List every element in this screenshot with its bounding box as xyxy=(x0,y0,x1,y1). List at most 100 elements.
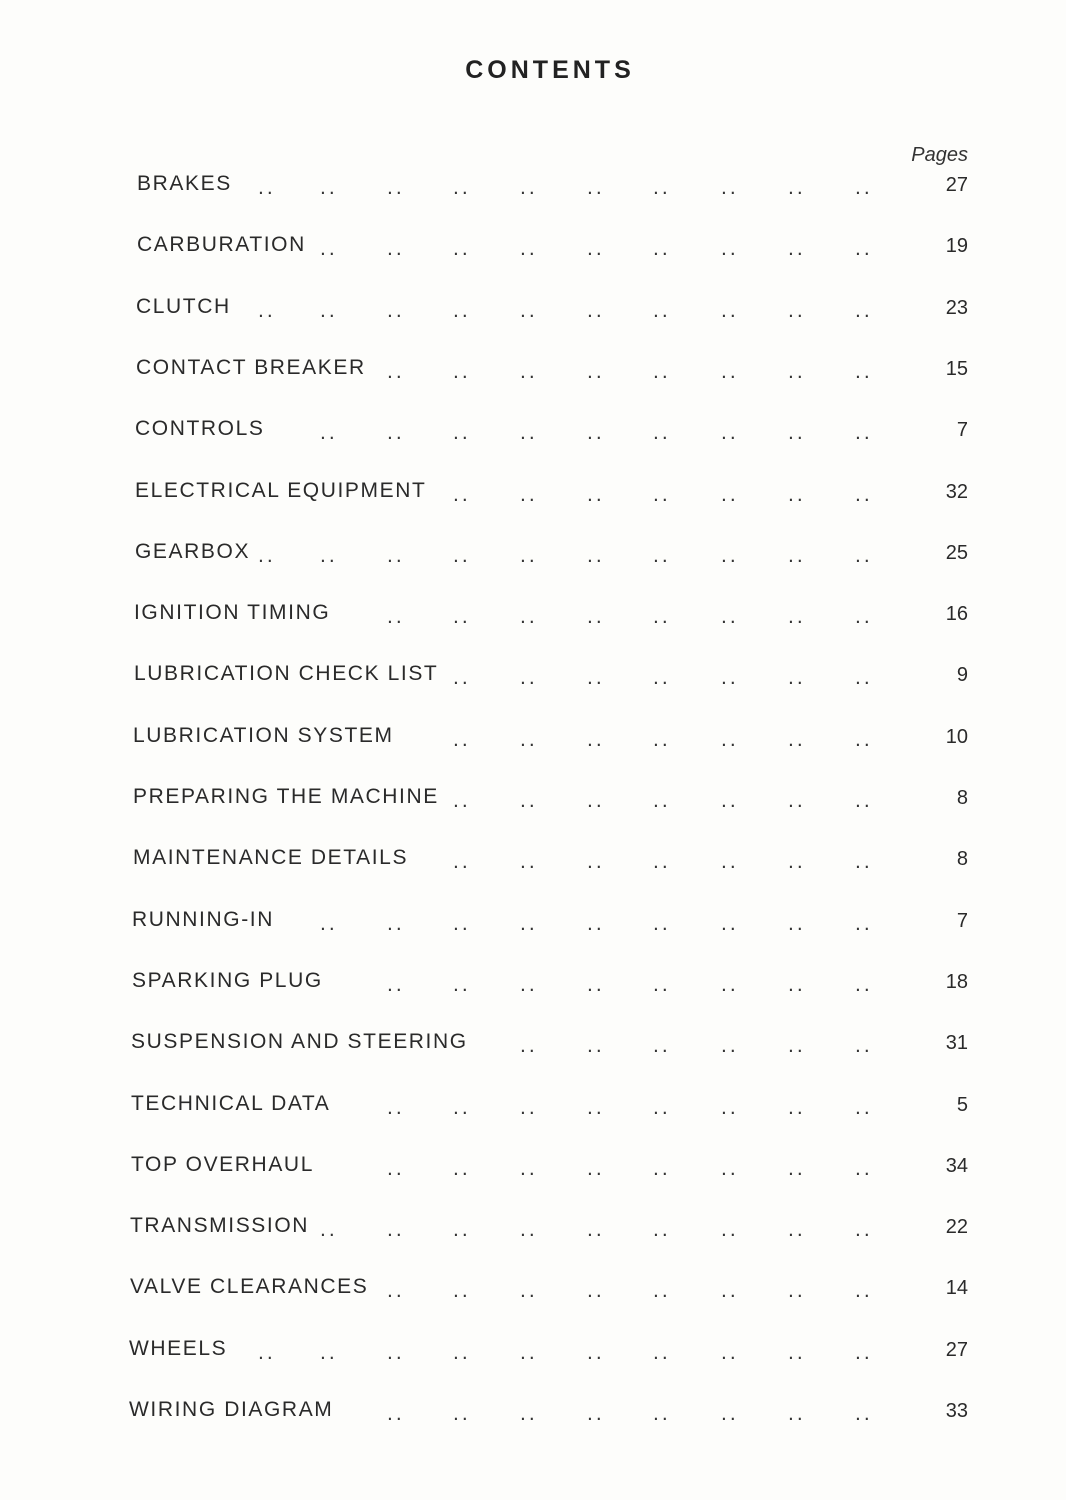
leader-dots: .. xyxy=(855,850,873,874)
entry-title: GEARBOX xyxy=(135,539,251,563)
leader-dots: .. xyxy=(721,176,739,199)
leader-dots: .. xyxy=(855,1279,873,1303)
leader-dots: .. xyxy=(587,911,605,935)
entry-title: SUSPENSION AND STEERING xyxy=(131,1030,468,1054)
leader-dots: .. xyxy=(721,543,739,567)
leader-dots: .. xyxy=(387,1279,405,1303)
entry-title: BRAKES xyxy=(137,172,232,195)
leader-dots: .. xyxy=(387,605,405,629)
leader-dots: .. xyxy=(453,605,471,629)
leader-dots: .. xyxy=(721,605,739,629)
entry-page-number: 27 xyxy=(945,1338,968,1361)
leader-dots: .. xyxy=(855,1340,873,1364)
entry-title: CARBURATION xyxy=(137,233,306,257)
leader-dots: .. xyxy=(453,1279,471,1303)
leader-dots: .. xyxy=(520,789,538,812)
leader-dots: .. xyxy=(653,1218,671,1242)
entry-title: TECHNICAL DATA xyxy=(131,1091,331,1115)
entry-page-number: 23 xyxy=(945,296,968,319)
leader-dots: .. xyxy=(453,727,471,751)
leader-dots: .. xyxy=(653,421,671,445)
leader-dots: .. xyxy=(855,298,873,322)
entry-page-number: 8 xyxy=(956,787,968,809)
leader-dots: .. xyxy=(855,1402,873,1425)
leader-dots: .. xyxy=(855,482,873,506)
leader-dots: .. xyxy=(788,482,806,506)
contents-entry: CLUTCH 23.................... xyxy=(0,295,1066,325)
contents-entry: WHEELS 27.................... xyxy=(0,1337,1066,1367)
leader-dots: .. xyxy=(320,1218,338,1242)
leader-dots: .. xyxy=(258,176,276,199)
leader-dots: .. xyxy=(855,1218,873,1242)
leader-dots: .. xyxy=(320,1340,338,1364)
contents-entry: TRANSMISSION 22.................. xyxy=(0,1214,1066,1244)
leader-dots: .. xyxy=(855,359,873,383)
leader-dots: .. xyxy=(587,1218,605,1242)
entry-page-number: 14 xyxy=(945,1277,968,1300)
leader-dots: .. xyxy=(788,421,806,445)
leader-dots: .. xyxy=(387,1095,405,1119)
leader-dots: .. xyxy=(387,911,405,935)
leader-dots: .. xyxy=(587,359,605,383)
leader-dots: .. xyxy=(520,850,538,874)
entry-page-number: 32 xyxy=(945,480,968,503)
leader-dots: .. xyxy=(721,1156,739,1180)
leader-dots: .. xyxy=(721,1034,739,1058)
contents-entry: PREPARING THE MACHINE 8.............. xyxy=(0,785,1066,815)
leader-dots: .. xyxy=(721,298,739,322)
leader-dots: .. xyxy=(653,176,671,199)
leader-dots: .. xyxy=(453,421,471,445)
leader-dots: .. xyxy=(587,727,605,751)
leader-dots: .. xyxy=(788,850,806,874)
leader-dots: .. xyxy=(653,972,671,996)
leader-dots: .. xyxy=(520,972,538,996)
contents-entry: CONTROLS 7.................. xyxy=(0,417,1066,447)
entry-page-number: 22 xyxy=(945,1216,968,1239)
leader-dots: .. xyxy=(653,911,671,935)
leader-dots: .. xyxy=(587,850,605,874)
leader-dots: .. xyxy=(520,176,538,199)
contents-entry: WIRING DIAGRAM 33................ xyxy=(0,1398,1066,1428)
leader-dots: .. xyxy=(587,1279,605,1303)
leader-dots: .. xyxy=(788,237,806,261)
leader-dots: .. xyxy=(653,1279,671,1303)
leader-dots: .. xyxy=(653,1402,671,1425)
entry-page-number: 34 xyxy=(945,1154,968,1177)
leader-dots: .. xyxy=(653,850,671,874)
leader-dots: .. xyxy=(855,727,873,751)
leader-dots: .. xyxy=(587,1156,605,1180)
leader-dots: .. xyxy=(653,605,671,629)
leader-dots: .. xyxy=(453,482,471,506)
leader-dots: .. xyxy=(258,1340,276,1364)
leader-dots: .. xyxy=(788,727,806,751)
contents-entry: IGNITION TIMING 16................ xyxy=(0,601,1066,631)
leader-dots: .. xyxy=(520,1340,538,1364)
leader-dots: .. xyxy=(653,1340,671,1364)
leader-dots: .. xyxy=(855,1156,873,1180)
entry-title: LUBRICATION SYSTEM xyxy=(133,723,394,747)
leader-dots: .. xyxy=(855,605,873,629)
entry-title: CONTROLS xyxy=(135,417,265,441)
contents-entry: VALVE CLEARANCES 14................ xyxy=(0,1275,1066,1305)
leader-dots: .. xyxy=(721,789,739,812)
leader-dots: .. xyxy=(587,1095,605,1119)
entry-title: IGNITION TIMING xyxy=(134,601,331,625)
leader-dots: .. xyxy=(855,1034,873,1058)
leader-dots: .. xyxy=(587,1034,605,1058)
leader-dots: .. xyxy=(520,298,538,322)
leader-dots: .. xyxy=(387,298,405,322)
leader-dots: .. xyxy=(653,543,671,567)
leader-dots: .. xyxy=(721,1095,739,1119)
leader-dots: .. xyxy=(387,176,405,199)
entry-page-number: 16 xyxy=(945,603,968,626)
leader-dots: .. xyxy=(520,1156,538,1180)
page-title: CONTENTS xyxy=(465,56,635,84)
leader-dots: .. xyxy=(855,666,873,690)
leader-dots: .. xyxy=(320,911,338,935)
leader-dots: .. xyxy=(520,605,538,629)
leader-dots: .. xyxy=(653,359,671,383)
leader-dots: .. xyxy=(587,176,605,199)
entry-page-number: 7 xyxy=(956,909,968,932)
leader-dots: .. xyxy=(453,237,471,261)
entry-title: LUBRICATION CHECK LIST xyxy=(134,662,439,686)
